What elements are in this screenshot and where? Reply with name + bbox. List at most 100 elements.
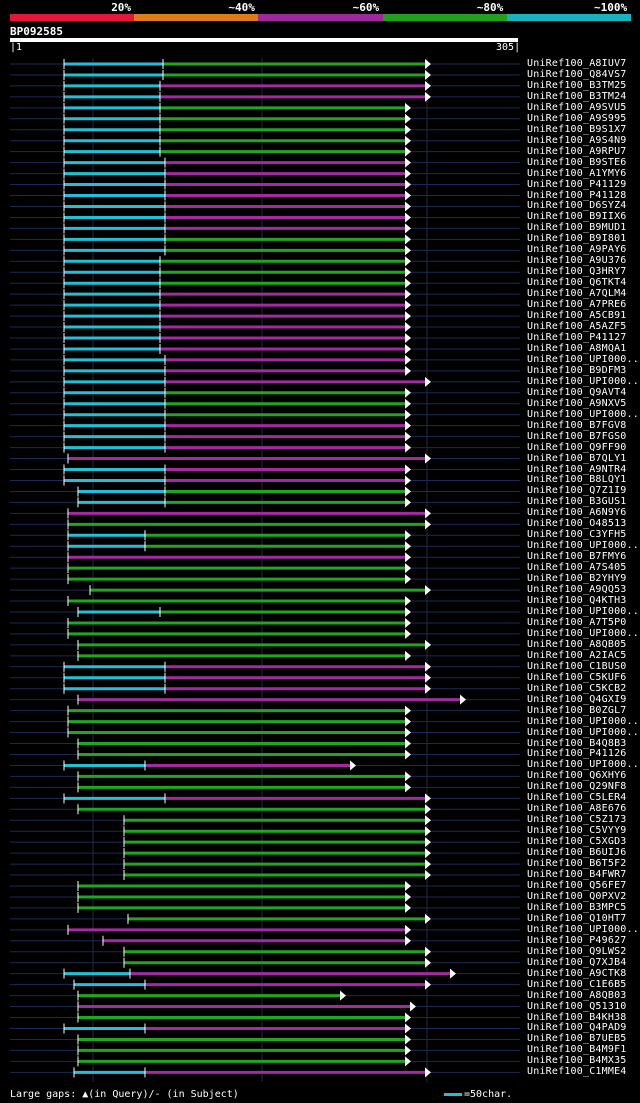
hit-label[interactable]: UniRef100_P41127 [527, 332, 627, 343]
hit-label[interactable]: UniRef100_C3YFH5 [527, 529, 627, 541]
hit-label[interactable]: UniRef100_C5Z173 [527, 814, 627, 826]
hit-label[interactable]: UniRef100_P41128 [527, 189, 627, 201]
hit-label[interactable]: UniRef100_B7FGV8 [527, 419, 627, 431]
hit-label[interactable]: UniRef100_Q9LWS2 [527, 945, 627, 957]
hit-label[interactable]: UniRef100_Q84VS7 [527, 68, 627, 80]
hit-label[interactable]: UniRef100_B7UEB5 [527, 1033, 627, 1045]
hit-label[interactable]: UniRef100_A9U376 [527, 255, 627, 267]
hit-label[interactable]: UniRef100_B7FGS0 [527, 430, 627, 442]
hit-label[interactable]: UniRef100_A1YMY6 [527, 167, 627, 179]
hit-label[interactable]: UniRef100_B4KH38 [527, 1011, 627, 1023]
hit-label[interactable]: UniRef100_UPI000.. [527, 627, 639, 639]
hit-label[interactable]: UniRef100_C5XGD3 [527, 836, 627, 848]
hit-label[interactable]: UniRef100_C5KCB2 [527, 682, 627, 694]
scale-label: ~80% [476, 1, 504, 14]
hit-label[interactable]: UniRef100_Q7XJB4 [527, 956, 627, 968]
hit-label[interactable]: UniRef100_B0ZGL7 [527, 704, 627, 716]
hit-label[interactable]: UniRef100_B6UIJ6 [527, 847, 627, 859]
hit-label[interactable]: UniRef100_A2IAC5 [527, 649, 627, 661]
hit-arrow [405, 387, 411, 398]
hit-label[interactable]: UniRef100_B3TM25 [527, 79, 627, 91]
hit-label[interactable]: UniRef100_A6N9Y6 [527, 507, 627, 519]
hit-label[interactable]: UniRef100_A9CTK8 [527, 967, 627, 979]
hit-label[interactable]: UniRef100_B7FMY6 [527, 551, 627, 563]
hit-label[interactable]: UniRef100_B4Q8B3 [527, 737, 627, 749]
hit-arrow [425, 793, 431, 804]
hit-label[interactable]: UniRef100_C5VYY9 [527, 825, 627, 837]
hit-label[interactable]: UniRef100_A9NTR4 [527, 463, 627, 475]
hit-label[interactable]: UniRef100_B4MX35 [527, 1055, 627, 1067]
hit-arrow [425, 69, 431, 80]
hit-label[interactable]: UniRef100_P41129 [527, 178, 627, 190]
hit-label[interactable]: UniRef100_B9I801 [527, 233, 627, 245]
hit-label[interactable]: UniRef100_A9S4N9 [527, 134, 627, 146]
hit-label[interactable]: UniRef100_A7S405 [527, 562, 627, 574]
hit-label[interactable]: UniRef100_UPI000.. [527, 923, 639, 935]
hit-label[interactable]: UniRef100_O48513 [527, 518, 627, 530]
hit-label[interactable]: UniRef100_A8QB05 [527, 638, 627, 650]
hit-label[interactable]: UniRef100_UPI000.. [527, 715, 639, 727]
hit-label[interactable]: UniRef100_B2YHY9 [527, 573, 627, 585]
query-name: BP092585 [10, 25, 63, 38]
hit-label[interactable]: UniRef100_Q56FE7 [527, 880, 627, 891]
hit-label[interactable]: UniRef100_C1E6B5 [527, 978, 627, 990]
hit-label[interactable]: UniRef100_A5CB91 [527, 310, 627, 322]
hit-label[interactable]: UniRef100_Q10HT7 [527, 912, 627, 924]
hit-label[interactable]: UniRef100_A9PAY6 [527, 244, 627, 256]
hit-label[interactable]: UniRef100_A5AZF5 [527, 321, 627, 333]
hit-label[interactable]: UniRef100_Q7Z1I9 [527, 485, 627, 497]
hit-label[interactable]: UniRef100_Q9FF90 [527, 441, 627, 453]
hit-label[interactable]: UniRef100_UPI000.. [527, 759, 639, 771]
hit-label[interactable]: UniRef100_UPI000.. [527, 606, 639, 617]
hit-label[interactable]: UniRef100_Q4KTH3 [527, 595, 627, 607]
hit-label[interactable]: UniRef100_C1MME4 [527, 1066, 627, 1078]
hit-label[interactable]: UniRef100_UPI000.. [527, 408, 639, 420]
hit-label[interactable]: UniRef100_A8E676 [527, 803, 627, 815]
hit-label[interactable]: UniRef100_B4M9F1 [527, 1044, 627, 1056]
hit-label[interactable]: UniRef100_Q6XHY6 [527, 770, 627, 782]
hit-label[interactable]: UniRef100_C1BUS0 [527, 660, 627, 672]
hit-label[interactable]: UniRef100_B9IIX6 [527, 211, 627, 223]
hit-label[interactable]: UniRef100_A8MQA1 [527, 342, 627, 354]
hit-label[interactable]: UniRef100_B9S1X7 [527, 123, 627, 135]
hit-arrow [425, 519, 431, 530]
hit-label[interactable]: UniRef100_UPI000.. [527, 353, 639, 365]
hit-label[interactable]: UniRef100_A8QB03 [527, 989, 627, 1001]
hit-arrow [405, 617, 411, 628]
hit-label[interactable]: UniRef100_A9S995 [527, 112, 627, 124]
hit-label[interactable]: UniRef100_B9MUD1 [527, 222, 627, 234]
hit-label[interactable]: UniRef100_B4FWR7 [527, 869, 627, 881]
hit-label[interactable]: UniRef100_A7PRE6 [527, 299, 627, 311]
hit-label[interactable]: UniRef100_P49627 [527, 934, 627, 946]
hit-label[interactable]: UniRef100_Q29NF8 [527, 781, 627, 793]
hit-label[interactable]: UniRef100_Q4PAD9 [527, 1022, 627, 1034]
hit-label[interactable]: UniRef100_P41126 [527, 748, 627, 760]
hit-label[interactable]: UniRef100_A9QQ53 [527, 584, 627, 596]
hit-label[interactable]: UniRef100_B3MPC5 [527, 901, 627, 913]
hit-label[interactable]: UniRef100_B9STE6 [527, 156, 627, 168]
hit-label[interactable]: UniRef100_Q6TKT4 [527, 277, 627, 289]
hit-label[interactable]: UniRef100_B6T5F2 [527, 858, 627, 870]
hit-label[interactable]: UniRef100_B3GUS1 [527, 496, 627, 508]
hit-label[interactable]: UniRef100_A9RPU7 [527, 145, 627, 157]
hit-label[interactable]: UniRef100_UPI000.. [527, 726, 639, 738]
hit-label[interactable]: UniRef100_Q9AVT4 [527, 386, 627, 398]
hit-label[interactable]: UniRef100_C5LER4 [527, 792, 627, 804]
hit-label[interactable]: UniRef100_D6SYZ4 [527, 200, 627, 212]
hit-label[interactable]: UniRef100_UPI000.. [527, 375, 639, 387]
hit-label[interactable]: UniRef100_B3TM24 [527, 90, 627, 102]
hit-label[interactable]: UniRef100_A7T5P0 [527, 616, 627, 628]
hit-label[interactable]: UniRef100_Q4GXI9 [527, 693, 627, 705]
hit-label[interactable]: UniRef100_Q3HRY7 [527, 266, 627, 278]
hit-label[interactable]: UniRef100_A7QLM4 [527, 288, 627, 300]
hit-label[interactable]: UniRef100_A9NXV5 [527, 397, 627, 409]
hit-label[interactable]: UniRef100_UPI000.. [527, 540, 639, 552]
hit-label[interactable]: UniRef100_A8IUV7 [527, 58, 627, 69]
hit-label[interactable]: UniRef100_C5KUF6 [527, 671, 627, 683]
hit-label[interactable]: UniRef100_Q0PXV2 [527, 890, 627, 902]
hit-label[interactable]: UniRef100_B9DFM3 [527, 364, 627, 376]
hit-label[interactable]: UniRef100_A9SVU5 [527, 101, 627, 113]
hit-label[interactable]: UniRef100_B8LQY1 [527, 474, 627, 486]
hit-label[interactable]: UniRef100_B7QLY1 [527, 452, 627, 464]
hit-label[interactable]: UniRef100_Q51310 [527, 1000, 627, 1012]
